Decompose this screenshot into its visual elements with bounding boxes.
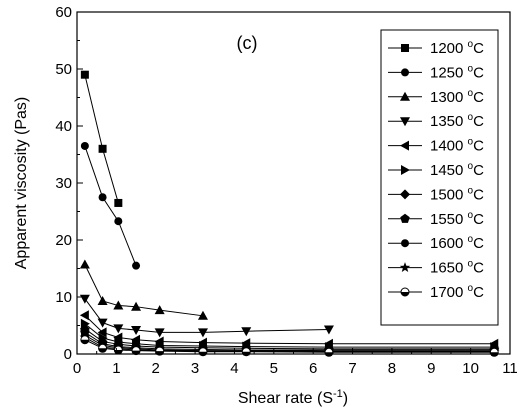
panel-label: (c) [237,33,258,53]
series-1300 [79,259,208,320]
data-point [241,327,252,337]
legend-entry: 1450 oC [388,161,484,179]
legend-marker [400,91,410,101]
legend-entry: 1500 oC [388,185,484,203]
y-tick-label: 0 [64,346,72,363]
legend-marker [400,117,410,127]
legend-marker [401,165,410,175]
data-point [97,295,108,305]
x-tick-label: 10 [462,360,479,377]
x-tick-label: 1 [112,360,120,377]
series-line [84,298,329,333]
y-tick-label: 40 [55,118,72,135]
y-tick-label: 20 [55,232,72,249]
data-point [98,144,107,153]
legend-entry: 1600 oC [388,234,484,252]
legend-label: 1600 oC [430,234,484,252]
data-point [489,347,499,357]
x-tick-label: 5 [270,360,278,377]
legend-entry: 1650 oC [388,259,484,277]
series-line [84,264,204,317]
data-point [323,325,334,335]
data-point [197,310,208,320]
legend-box [380,29,499,326]
legend-marker [400,213,410,223]
legend-label: 1250 oC [430,63,484,81]
x-tick-label: 6 [309,360,317,377]
legend-label: 1350 oC [430,112,484,130]
legend-label: 1450 oC [430,161,484,179]
data-point [132,261,141,270]
data-point [154,328,165,338]
legend-label: 1200 oC [430,39,484,57]
legend-label: 1650 oC [430,259,484,277]
legend-entry: 1550 oC [388,210,484,228]
y-axis-label: Apparent viscosity (Pas) [13,97,30,270]
series-line [84,145,137,266]
data-point [131,301,142,311]
data-point [80,335,90,345]
data-point [113,324,124,334]
legend-entry: 1700 oC [388,283,484,301]
legend-entry: 1400 oC [388,137,484,155]
x-tick-label: 7 [348,360,356,377]
series-1200 [80,70,123,207]
data-point [113,345,123,355]
data-point [97,318,108,328]
x-tick-label: 4 [230,360,238,377]
legend-marker [400,189,410,200]
legend-label: 1300 oC [430,88,484,106]
data-point [79,259,90,269]
series-line [84,74,119,204]
data-point [154,305,165,315]
data-point [114,217,123,226]
legend-marker [401,239,409,248]
y-tick-label: 30 [55,175,72,192]
x-tick-label: 3 [191,360,199,377]
axes-layer: 0 1 2 3 4 5 6 7 8 9 10 11 0 10 20 30 40 50 60 [55,4,517,377]
data-point [97,327,107,338]
legend-label: 1500 oC [430,185,484,203]
y-tick-label: 50 [55,61,72,78]
series-1250 [80,141,141,270]
legend-marker [400,287,410,297]
x-tick-label: 8 [388,360,396,377]
legend-entry: 1300 oC [388,88,484,106]
y-tick-label: 60 [55,4,72,21]
legend-label: 1550 oC [430,210,484,228]
legend-marker [401,68,409,77]
data-point [80,141,89,150]
series-1350 [79,294,334,338]
x-tick-label: 0 [73,360,81,377]
data-point [79,294,90,304]
data-point [98,343,108,353]
legend-entry: 1350 oC [388,112,484,130]
data-point [98,193,107,202]
data-point [197,328,208,338]
legend-entry: 1200 oC [388,39,484,57]
legend-marker [399,262,411,273]
legend-marker [401,44,409,52]
data-point [113,332,123,343]
x-tick-label: 11 [502,360,518,377]
legend-marker [400,140,409,151]
legend: 1200 oC 1250 oC 1300 oC 1350 oC 1400 oC 1450 … [380,29,499,326]
data-point [114,198,123,207]
x-axis-label: Shear rate (S-1) [238,388,348,407]
legend-label: 1400 oC [430,137,484,155]
data-point [79,310,89,321]
x-tick-label: 9 [427,360,435,377]
legend-label: 1700 oC [430,283,484,301]
data-point [131,326,142,336]
data-point [113,300,124,310]
data-point [324,347,334,357]
data-point [80,70,89,79]
series-line [84,328,495,350]
y-tick-label: 10 [55,289,72,306]
x-tick-label: 2 [152,360,160,377]
legend-entry: 1250 oC [388,63,484,81]
